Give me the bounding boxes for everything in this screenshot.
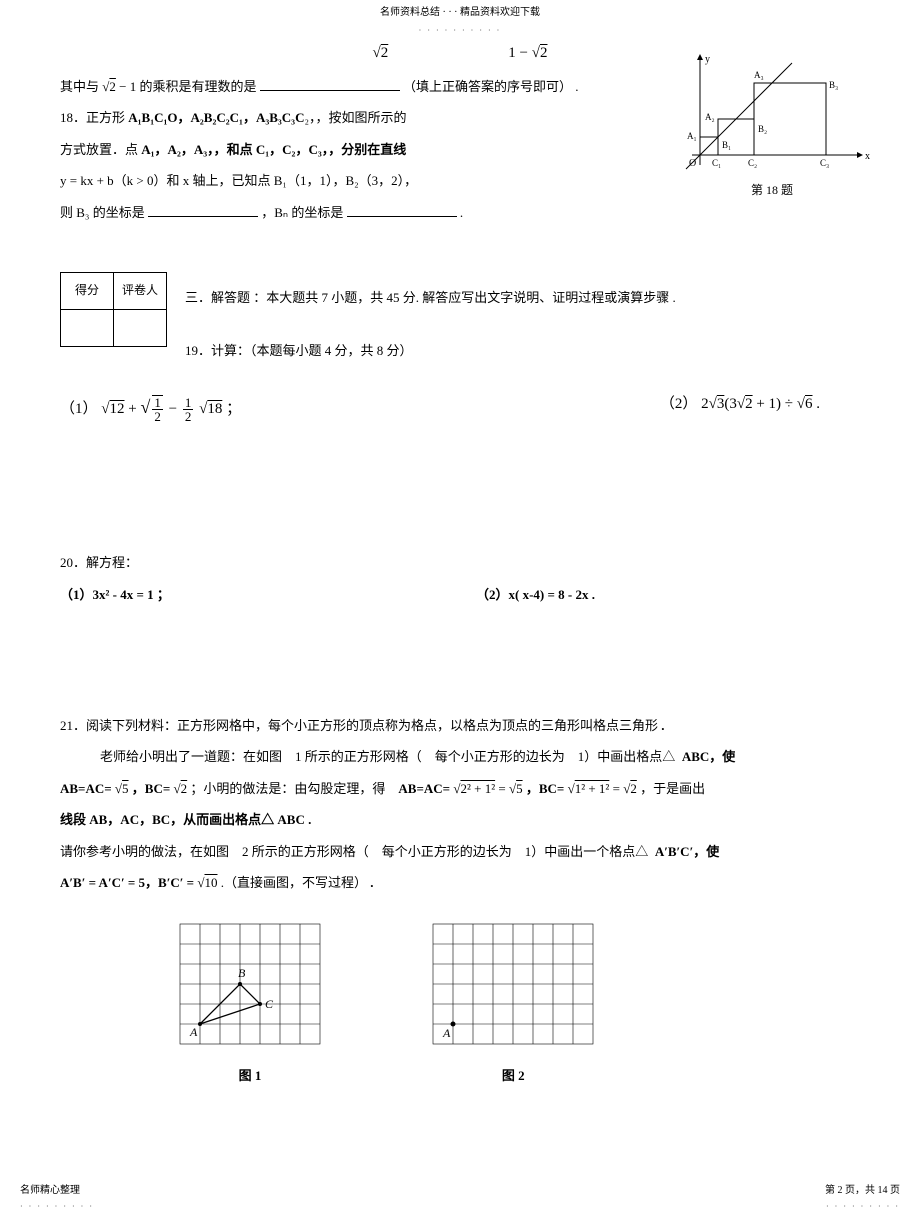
q18-blank2[interactable] xyxy=(347,203,457,217)
q19-part1: （1） 12 + √12 − 12 18 ； xyxy=(60,391,440,424)
q20-body: （1）3x² - 4x = 1 ； （2）x( x-4) = 8 - 2x . xyxy=(60,583,860,606)
q20-head: 20．解方程： xyxy=(60,551,860,574)
top-expr-right: 1 − 2 xyxy=(508,40,547,67)
header-note: 名师资料总结 · · · 精品资料欢迎下载 xyxy=(380,7,540,18)
footer-right: 第 2 页，共 14 页 xyxy=(825,1182,900,1200)
q17-blank[interactable] xyxy=(260,77,400,91)
svg-text:C: C xyxy=(265,997,274,1011)
section3-title: 三．解答题 ：本大题共 7 小题，共 45 分. 解答应写出文字说明、证明过程或… xyxy=(60,286,860,309)
figure-2: A 图 2 xyxy=(423,914,603,1087)
footer-dots-r: · · · · · · · · · xyxy=(825,1200,900,1214)
q18-blank1[interactable] xyxy=(148,203,258,217)
q19-part2: （2） 23(32 + 1) ÷ 6 . xyxy=(440,391,860,424)
svg-text:O: O xyxy=(689,158,696,169)
svg-text:C₂: C₂ xyxy=(748,158,757,168)
q19-head: 19．计算：（本题每小题 4 分，共 8 分） xyxy=(60,339,860,362)
q21-line3: AB=AC= 5 ，BC= 2 ；小明的做法是：由勾股定理，得 AB=AC= 2… xyxy=(60,777,860,800)
q18-diagram: y x O A₁ A₂ A₃ B₁ B₂ B₃ C₁ C₂ C₃ 第 18 题 xyxy=(672,50,872,202)
svg-text:A₁: A₁ xyxy=(687,131,697,141)
svg-text:B: B xyxy=(238,966,246,980)
q18-line1: 18．正方形 A₁B₁C₁O，A₂B₂C₂C₁，A₃B₃C₃C₂，，按如图所示的 xyxy=(60,106,640,129)
score-table: 得分评卷人 xyxy=(60,272,167,347)
q18-line4: 则 B₃ 的坐标是 ，Bₙ 的坐标是 . xyxy=(60,201,860,224)
footer-left: 名师精心整理 xyxy=(20,1182,94,1200)
svg-text:A: A xyxy=(189,1025,198,1039)
header-dots: · · · · · · · · · · xyxy=(419,26,502,35)
svg-text:C₃: C₃ xyxy=(820,158,829,168)
grader-cell: 评卷人 xyxy=(114,272,167,309)
svg-text:A: A xyxy=(442,1026,451,1040)
fig2-label: 图 2 xyxy=(423,1064,603,1087)
q20-part2: （2）x( x-4) = 8 - 2x . xyxy=(476,583,860,606)
figure-1: A B C 图 1 xyxy=(170,914,330,1087)
grader-blank[interactable] xyxy=(114,309,167,346)
q21-line2: 老师给小明出了一道题：在如图 1 所示的正方形网格（ 每个小正方形的边长为 1）… xyxy=(60,745,860,768)
q20-part1: （1）3x² - 4x = 1 ； xyxy=(60,583,444,606)
footer-dots-l: · · · · · · · · · xyxy=(20,1200,94,1214)
fig1-label: 图 1 xyxy=(170,1064,330,1087)
svg-text:C₁: C₁ xyxy=(712,158,721,168)
page-footer: 名师精心整理 · · · · · · · · · 第 2 页，共 14 页 · … xyxy=(20,1182,900,1214)
svg-text:y: y xyxy=(705,54,710,65)
q21-line6: A′B′ = A′C′ = 5，B′C′ = 10 .（直接画图，不写过程） . xyxy=(60,871,860,894)
svg-text:x: x xyxy=(865,151,870,162)
q18-line2: 方式放置．点 A₁，A₂，A₃，，和点 C₁，C₂，C₃，，分别在直线 xyxy=(60,138,640,161)
q21-line5: 请你参考小明的做法，在如图 2 所示的正方形网格（ 每个小正方形的边长为 1）中… xyxy=(60,840,860,863)
q18-line3: y = kx + b（k > 0）和 x 轴上，已知点 B₁（1，1），B₂（3… xyxy=(60,169,640,192)
svg-text:A₂: A₂ xyxy=(705,112,715,122)
svg-text:B₁: B₁ xyxy=(722,140,731,150)
q19-body: （1） 12 + √12 − 12 18 ； （2） 23(32 + 1) ÷ … xyxy=(60,391,860,424)
top-expr-left: 2 xyxy=(373,40,389,67)
svg-text:A₃: A₃ xyxy=(754,70,764,80)
q18-caption: 第 18 题 xyxy=(672,180,872,202)
q21-head: 21．阅读下列材料：正方形网格中，每个小正方形的顶点称为格点，以格点为顶点的三角… xyxy=(60,714,860,737)
q21-line4: 线段 AB，AC，BC，从而画出格点△ ABC . xyxy=(60,808,860,831)
score-blank[interactable] xyxy=(61,309,114,346)
score-cell: 得分 xyxy=(61,272,114,309)
svg-text:B₃: B₃ xyxy=(829,80,838,90)
svg-text:B₂: B₂ xyxy=(758,124,767,134)
